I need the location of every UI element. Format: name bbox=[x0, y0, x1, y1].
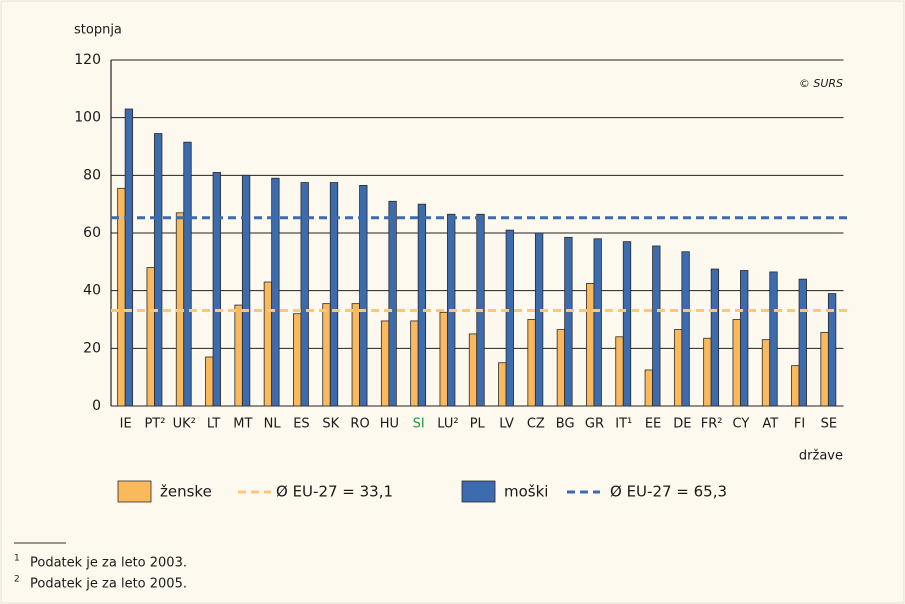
bar bbox=[410, 320, 419, 407]
y-tick-label: 80 bbox=[83, 167, 101, 183]
bar bbox=[234, 304, 243, 407]
y-tick-label: 40 bbox=[83, 283, 101, 299]
x-tick-label: NL bbox=[264, 417, 282, 432]
bar bbox=[644, 369, 653, 407]
footnote: Podatek je za leto 2005. bbox=[30, 577, 187, 592]
x-tick-label: LV bbox=[499, 417, 514, 432]
bar bbox=[322, 303, 331, 407]
x-tick-label: BG bbox=[556, 417, 575, 432]
bar bbox=[329, 182, 339, 407]
y-tick-label: 100 bbox=[74, 110, 101, 126]
bar bbox=[117, 187, 126, 407]
bar bbox=[710, 268, 720, 407]
footnote: Podatek je za leto 2003. bbox=[30, 556, 187, 571]
bar bbox=[791, 365, 800, 407]
x-tick-label: EE bbox=[645, 417, 661, 432]
bar bbox=[673, 329, 683, 407]
x-tick-label: FI bbox=[794, 417, 805, 432]
bar bbox=[505, 229, 514, 407]
x-tick-label: MT bbox=[233, 417, 252, 432]
bar bbox=[769, 271, 778, 407]
bar bbox=[498, 362, 507, 407]
x-tick-label: IT¹ bbox=[615, 417, 632, 432]
y-axis-label: stopnja bbox=[74, 23, 122, 38]
bar bbox=[586, 283, 595, 407]
x-tick-label: FR² bbox=[701, 417, 723, 432]
bar bbox=[740, 270, 749, 407]
x-tick-label: PT² bbox=[144, 417, 165, 432]
bar bbox=[241, 174, 251, 407]
x-tick-label: HU bbox=[380, 417, 399, 432]
x-tick-label: SK bbox=[322, 417, 339, 432]
bar bbox=[820, 332, 829, 407]
legend-label: ženske bbox=[160, 483, 212, 501]
x-tick-label: SE bbox=[821, 417, 837, 432]
x-tick-label: CZ bbox=[527, 417, 545, 432]
bar bbox=[827, 293, 837, 407]
x-tick-label: IE bbox=[120, 417, 132, 432]
legend-label: Ø EU-27 = 65,3 bbox=[610, 483, 727, 501]
bar bbox=[124, 108, 134, 407]
legend-label: Ø EU-27 = 33,1 bbox=[276, 483, 393, 501]
bar bbox=[564, 236, 573, 407]
legend-swatch bbox=[461, 480, 496, 503]
x-tick-label: AT bbox=[762, 417, 778, 432]
bar bbox=[351, 303, 360, 407]
bar bbox=[468, 333, 478, 407]
bar bbox=[593, 238, 602, 407]
bar bbox=[761, 339, 771, 407]
bar bbox=[417, 203, 427, 407]
x-axis-label: države bbox=[799, 449, 843, 464]
bar bbox=[271, 177, 280, 407]
bar bbox=[146, 267, 155, 407]
x-tick-label: LT bbox=[207, 417, 220, 432]
bar bbox=[527, 319, 536, 407]
y-tick-label: 20 bbox=[83, 340, 101, 356]
bar bbox=[703, 337, 712, 407]
bar bbox=[652, 245, 661, 407]
legend-label: moški bbox=[504, 483, 548, 501]
x-tick-label: ES bbox=[293, 417, 309, 432]
bar bbox=[212, 172, 221, 407]
footnote-mark: 2 bbox=[14, 575, 20, 585]
source: © SURS bbox=[799, 77, 843, 90]
bar bbox=[615, 336, 624, 407]
bar bbox=[798, 278, 807, 407]
bar bbox=[263, 281, 273, 407]
bar bbox=[556, 329, 566, 407]
x-tick-label: CY bbox=[733, 417, 750, 432]
bar bbox=[359, 185, 368, 407]
y-tick-label: 60 bbox=[83, 225, 101, 241]
bar bbox=[534, 232, 544, 407]
x-tick-label: PL bbox=[470, 417, 486, 432]
x-tick-label: RO bbox=[350, 417, 369, 432]
bar bbox=[388, 200, 397, 407]
bar bbox=[205, 356, 214, 407]
bar bbox=[622, 241, 632, 407]
bar bbox=[293, 313, 302, 407]
x-tick-label: DE bbox=[673, 417, 691, 432]
bar bbox=[439, 311, 448, 407]
x-tick-label: UK² bbox=[173, 417, 196, 432]
x-tick-label: LU² bbox=[437, 417, 458, 432]
bar bbox=[681, 251, 690, 407]
footnote-mark: 1 bbox=[14, 554, 20, 564]
bar bbox=[154, 133, 163, 407]
x-tick-label: SI bbox=[413, 417, 425, 432]
bar bbox=[183, 141, 192, 407]
bar bbox=[380, 320, 390, 407]
bar bbox=[732, 319, 741, 407]
x-tick-label: GR bbox=[585, 417, 604, 432]
y-tick-label: 0 bbox=[92, 398, 101, 414]
legend-swatch bbox=[117, 480, 152, 503]
y-tick-label: 120 bbox=[74, 52, 101, 68]
bar bbox=[300, 182, 309, 407]
